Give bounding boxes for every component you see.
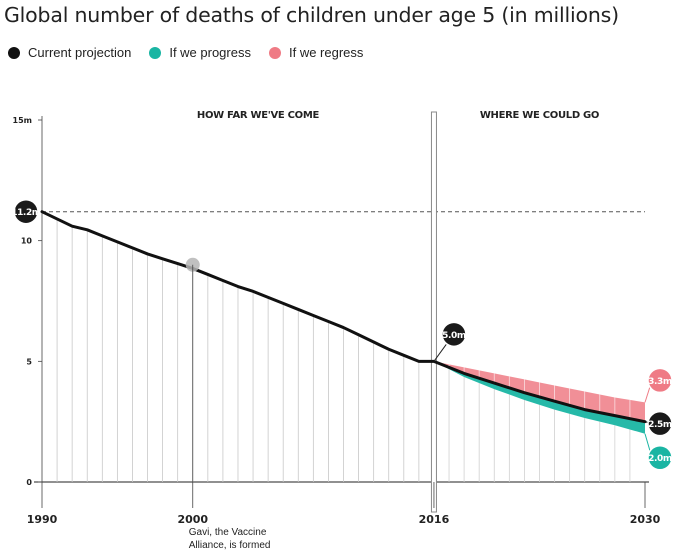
- end-label-2-text: 2.0m: [648, 454, 672, 464]
- reference-badge-circle: [13, 198, 39, 225]
- x-tick-label-0: 1990: [27, 513, 58, 526]
- legend-label-regress: If we regress: [288, 45, 364, 60]
- end-label-2-circle: [647, 444, 673, 471]
- y-tick-label-3: 15m: [13, 116, 32, 125]
- point-badge-2016: 5.0m: [441, 321, 467, 348]
- end-label-1: 2.5m: [647, 410, 673, 437]
- end-label-0-text: 3.3m: [648, 377, 672, 387]
- annotation-text-1: Gavi, the Vaccine: [189, 527, 267, 538]
- point-badge-2016-circle: [441, 321, 467, 348]
- y-tick-label-2: 10: [21, 237, 33, 246]
- legend-label-progress: If we progress: [169, 45, 251, 60]
- section-divider: [430, 111, 437, 513]
- end-label-2: 2.0m: [647, 444, 673, 471]
- x-tick-label-3: 2030: [630, 513, 661, 526]
- legend-dot-regress: [268, 46, 281, 59]
- y-tick-label-1: 5: [26, 357, 32, 366]
- end-label-0-circle: [647, 367, 673, 394]
- point-badge-2016-text: 5.0m: [442, 331, 466, 341]
- x-tick-label-1: 2000: [177, 513, 208, 526]
- y-tick-label-0: 0: [26, 478, 32, 487]
- legend-dot-progress: [149, 46, 162, 59]
- legend-item-regress: If we regress: [268, 45, 364, 60]
- legend-item-current: Current projection: [8, 45, 131, 60]
- section-label-past: HOW FAR WE'VE COME: [197, 110, 320, 121]
- legend-item-progress: If we progress: [149, 45, 251, 60]
- chart-title: Global number of deaths of children unde…: [4, 3, 619, 27]
- end-label-1-text: 2.5m: [648, 420, 672, 430]
- current-projection-line: [40, 210, 647, 424]
- x-tick-label-2: 2016: [419, 513, 450, 526]
- reference-badge: 11.2m: [11, 198, 41, 225]
- end-label-0: 3.3m: [647, 367, 673, 394]
- reference-badge-text: 11.2m: [11, 208, 41, 218]
- legend-dot-current: [8, 46, 20, 59]
- legend-label-current: Current projection: [28, 45, 132, 60]
- legend: Current projection If we progress If we …: [8, 45, 381, 60]
- annotation-text-2: Alliance, is formed: [189, 540, 271, 551]
- end-label-1-circle: [647, 410, 673, 437]
- section-label-future: WHERE WE COULD GO: [480, 110, 599, 121]
